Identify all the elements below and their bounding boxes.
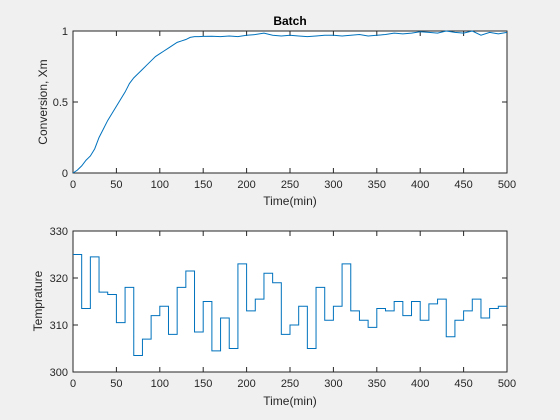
- conversion-plot: 0 50 100 150 200 250 300 350 400 450 500 0 0.5 1 Batc…: [36, 14, 516, 208]
- temperature-x-tick-label: 400: [411, 378, 429, 390]
- temperature-series-line: [73, 254, 507, 357]
- temperature-y-tick-label: 320: [50, 273, 68, 285]
- conversion-x-tick-label: 200: [237, 179, 255, 191]
- conversion-x-tick-label: 300: [324, 179, 342, 191]
- conversion-x-tick-label: 150: [194, 179, 212, 191]
- conversion-x-tick-label: 0: [70, 179, 76, 191]
- conversion-y-tick-label: 1: [62, 26, 68, 38]
- temperature-x-tick-label: 250: [281, 378, 299, 390]
- conversion-x-tick-label: 350: [368, 179, 386, 191]
- conversion-x-tick-label: 250: [281, 179, 299, 191]
- temperature-x-tick-label: 100: [151, 378, 169, 390]
- temperature-x-tick-label: 0: [70, 378, 76, 390]
- temperature-axes-box: [72, 230, 508, 373]
- temperature-x-tick-label: 300: [324, 378, 342, 390]
- temperature-x-tick-label: 350: [368, 378, 386, 390]
- conversion-y-axis-label: Conversion, Xm: [36, 59, 50, 144]
- conversion-series-line: [72, 30, 508, 174]
- temperature-x-tick-label: 50: [110, 378, 122, 390]
- temperature-y-tick-label: 300: [50, 367, 68, 379]
- temperature-y-tick-label: 310: [50, 320, 68, 332]
- temperature-plot: 0 50 100 150 200 250 300 350 400 450 500 300 310 320 3…: [31, 226, 516, 408]
- conversion-x-tick-label: 400: [411, 179, 429, 191]
- conversion-y-tick-label: 0.5: [53, 97, 68, 109]
- conversion-axes-box: [72, 30, 508, 174]
- conversion-y-tick-label: 0: [62, 168, 68, 180]
- chart-title: Batch: [273, 14, 306, 28]
- temperature-x-tick-label: 200: [237, 378, 255, 390]
- temperature-y-axis-label: Temprature: [31, 270, 45, 331]
- conversion-x-tick-label: 50: [110, 179, 122, 191]
- temperature-x-tick-label: 500: [498, 378, 516, 390]
- temperature-x-tick-label: 450: [454, 378, 472, 390]
- conversion-ticks: 0 50 100 150 200 250 300 350 400 450 500 0 0.5 1: [53, 26, 516, 191]
- conversion-x-axis-label: Time(min): [263, 194, 317, 208]
- temperature-y-tick-label: 330: [50, 226, 68, 238]
- temperature-x-tick-label: 150: [194, 378, 212, 390]
- conversion-x-tick-label: 500: [498, 179, 516, 191]
- temperature-ticks: 0 50 100 150 200 250 300 350 400 450 500 300 310 320 3…: [50, 226, 517, 390]
- temperature-x-axis-label: Time(min): [263, 394, 317, 408]
- conversion-x-tick-label: 100: [151, 179, 169, 191]
- conversion-x-tick-label: 450: [454, 179, 472, 191]
